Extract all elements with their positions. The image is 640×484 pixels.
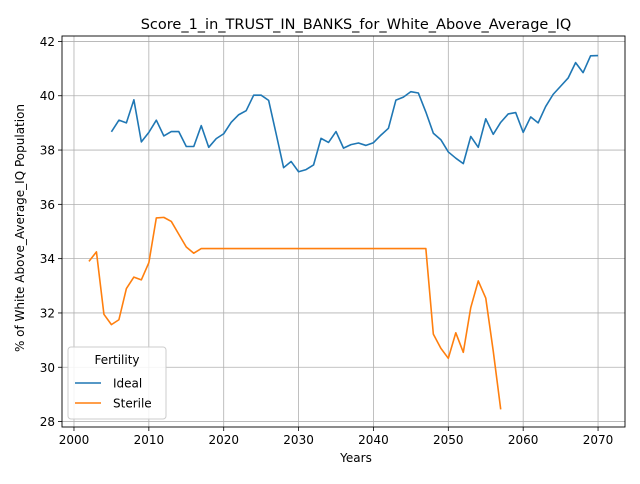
y-tick-label: 38	[40, 144, 55, 158]
x-tick-label: 2050	[433, 433, 464, 447]
x-tick-label: 2040	[358, 433, 389, 447]
legend-box	[67, 346, 167, 420]
x-tick-label: 2070	[583, 433, 614, 447]
y-tick-label: 28	[40, 415, 55, 429]
grid	[62, 36, 625, 427]
y-tick-label: 36	[40, 198, 55, 212]
x-tick-label: 2020	[208, 433, 239, 447]
series-line-sterile	[88, 216, 502, 410]
x-tick-label: 2060	[508, 433, 539, 447]
axes: 2000 2010 2020 2030 2040 2050 2060 2070 28 30 32 34…	[40, 35, 614, 447]
y-tick-label: 30	[40, 361, 55, 375]
legend-title: Fertility	[94, 353, 139, 367]
x-tick-label: 2030	[283, 433, 314, 447]
y-tick-label: 32	[40, 306, 55, 320]
y-tick-label: 34	[40, 252, 55, 266]
plot-area-frame	[61, 35, 626, 428]
y-axis-label: % of White Above_Average_IQ Population	[13, 104, 27, 352]
x-tick-label: 2000	[59, 433, 90, 447]
x-tick-label: 2010	[134, 433, 165, 447]
series-line-ideal	[110, 54, 599, 173]
x-axis-label: Years	[339, 451, 372, 465]
y-tick-label: 42	[40, 35, 55, 49]
legend-label-sterile: Sterile	[113, 397, 152, 411]
legend: Fertility Ideal Sterile	[67, 346, 167, 420]
chart-title: Score_1_in_TRUST_IN_BANKS_for_White_Abov…	[141, 17, 572, 33]
y-tick-label: 40	[40, 89, 55, 103]
legend-label-ideal: Ideal	[113, 377, 142, 391]
series-lines	[88, 54, 599, 410]
